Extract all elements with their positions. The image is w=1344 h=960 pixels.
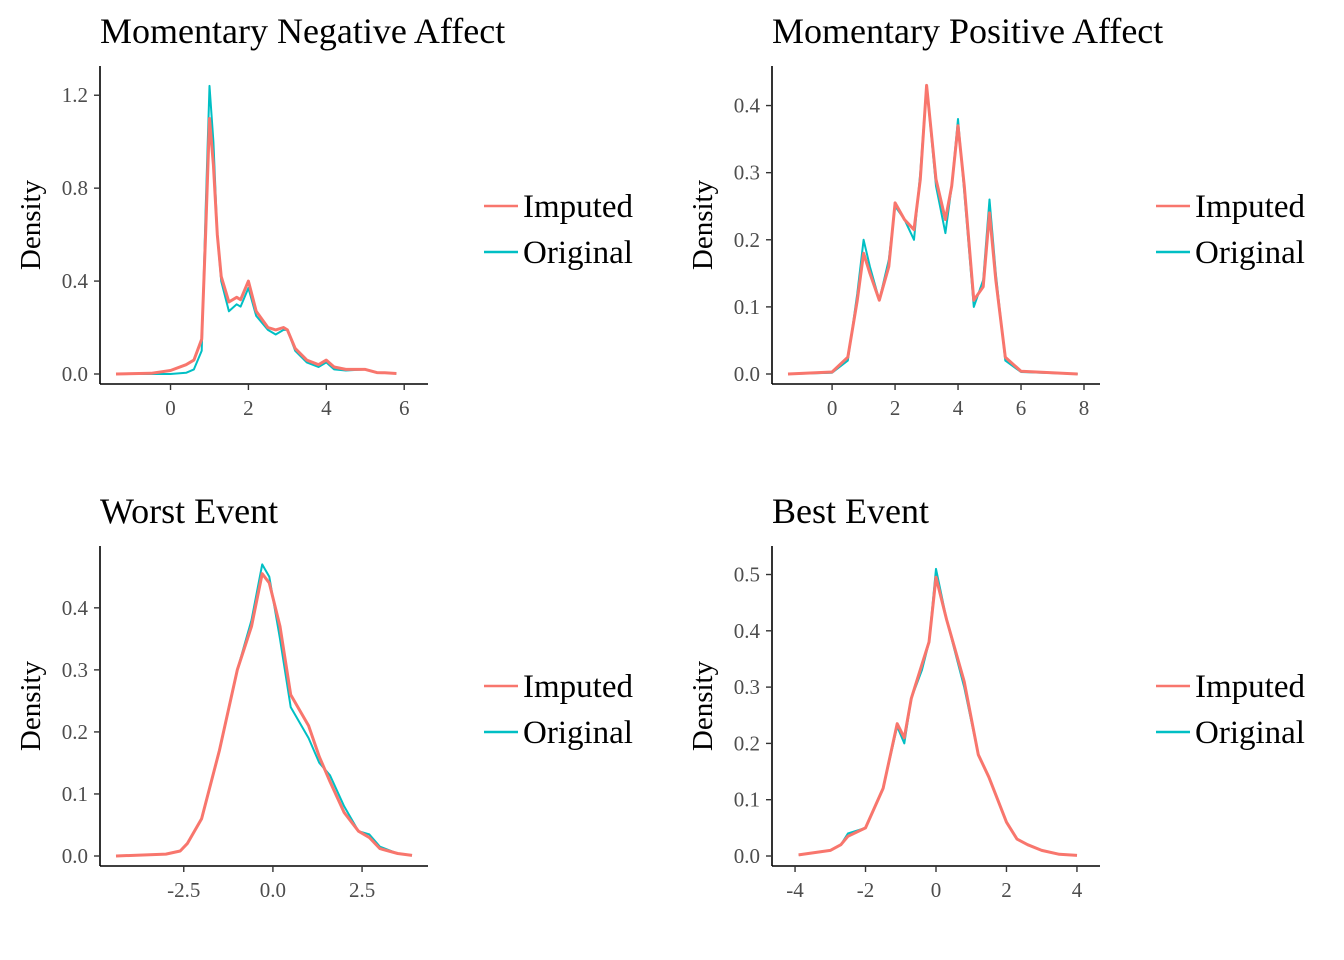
chart-title: Momentary Positive Affect [772, 11, 1163, 51]
y-tick-label: 0.0 [62, 362, 88, 386]
x-tick-label: 2 [243, 396, 254, 420]
legend-label-original: Original [1195, 235, 1305, 271]
y-tick-label: 0.0 [62, 844, 88, 868]
series-line-original [798, 567, 1078, 857]
panel-2: Momentary Positive Affect 0.0 0.1 0.2 0.3 0.4… [687, 11, 1305, 420]
x-tick-label: 8 [1079, 396, 1090, 420]
y-axis-label: Density [687, 179, 719, 270]
y-tick-label: 0.1 [734, 788, 760, 812]
x-tick-label: 4 [321, 396, 332, 420]
y-tick-label: 0.2 [734, 228, 760, 252]
y-tick-label: 0.4 [734, 619, 761, 643]
legend-label-original: Original [523, 715, 633, 751]
x-tick-label: 0 [165, 396, 176, 420]
x-tick-label: -2 [857, 878, 875, 902]
x-tick-label: 0 [827, 396, 838, 420]
series-line-imputed [798, 575, 1078, 857]
x-tick-label: 2 [890, 396, 901, 420]
y-tick-label: 0.4 [62, 269, 89, 293]
legend-label-imputed: Imputed [523, 189, 633, 225]
y-tick-label: 0.3 [734, 675, 760, 699]
x-tick-label: -4 [786, 878, 804, 902]
legend-label-imputed: Imputed [1195, 189, 1305, 225]
y-tick-label: 0.1 [62, 782, 88, 806]
panel-4: Best Event 0.0 0.1 0.2 0.3 0.4 0.5 -4 -2 0 2 4 Densi… [687, 491, 1305, 902]
y-tick-label: 0.3 [734, 161, 760, 185]
chart-title: Best Event [772, 491, 929, 531]
x-tick-label: 6 [1016, 396, 1027, 420]
x-tick-label: -2.5 [167, 878, 200, 902]
y-tick-label: 0.2 [734, 731, 760, 755]
legend-label-original: Original [1195, 715, 1305, 751]
x-tick-label: 4 [953, 396, 964, 420]
x-tick-label: 0 [931, 878, 942, 902]
series-line-imputed [115, 572, 413, 858]
x-tick-label: 6 [399, 396, 410, 420]
x-tick-label: 2 [1001, 878, 1012, 902]
y-tick-label: 0.3 [62, 658, 88, 682]
y-tick-label: 0.8 [62, 176, 88, 200]
panel-3: Worst Event 0.0 0.1 0.2 0.3 0.4 -2.5 0.0 2.5 Dens… [15, 491, 633, 902]
x-tick-label: 0.0 [260, 878, 286, 902]
chart-title: Worst Event [100, 491, 278, 531]
y-tick-label: 0.4 [734, 94, 761, 118]
y-tick-label: 0.1 [734, 295, 760, 319]
x-tick-label: 4 [1072, 878, 1083, 902]
panel-1: Momentary Negative Affect 0.0 0.4 0.8 1.2 0 2 4… [15, 11, 633, 420]
y-axis-label: Density [15, 179, 47, 270]
x-tick-label: 2.5 [349, 878, 375, 902]
legend-label-imputed: Imputed [523, 669, 633, 705]
chart-title: Momentary Negative Affect [100, 11, 505, 51]
series-line-original [787, 84, 1078, 375]
y-tick-label: 0.4 [62, 596, 89, 620]
y-axis-label: Density [687, 660, 719, 751]
series-line-original [116, 84, 397, 375]
legend-label-original: Original [523, 235, 633, 271]
series-line-imputed [787, 83, 1078, 376]
y-tick-label: 0.0 [734, 362, 760, 386]
y-tick-label: 1.2 [62, 83, 88, 107]
legend-label-imputed: Imputed [1195, 669, 1305, 705]
y-axis-label: Density [15, 660, 47, 751]
y-tick-label: 0.0 [734, 844, 760, 868]
y-tick-label: 0.5 [734, 563, 760, 587]
series-line-original [115, 563, 413, 857]
y-tick-label: 0.2 [62, 720, 88, 744]
series-line-imputed [115, 117, 397, 376]
